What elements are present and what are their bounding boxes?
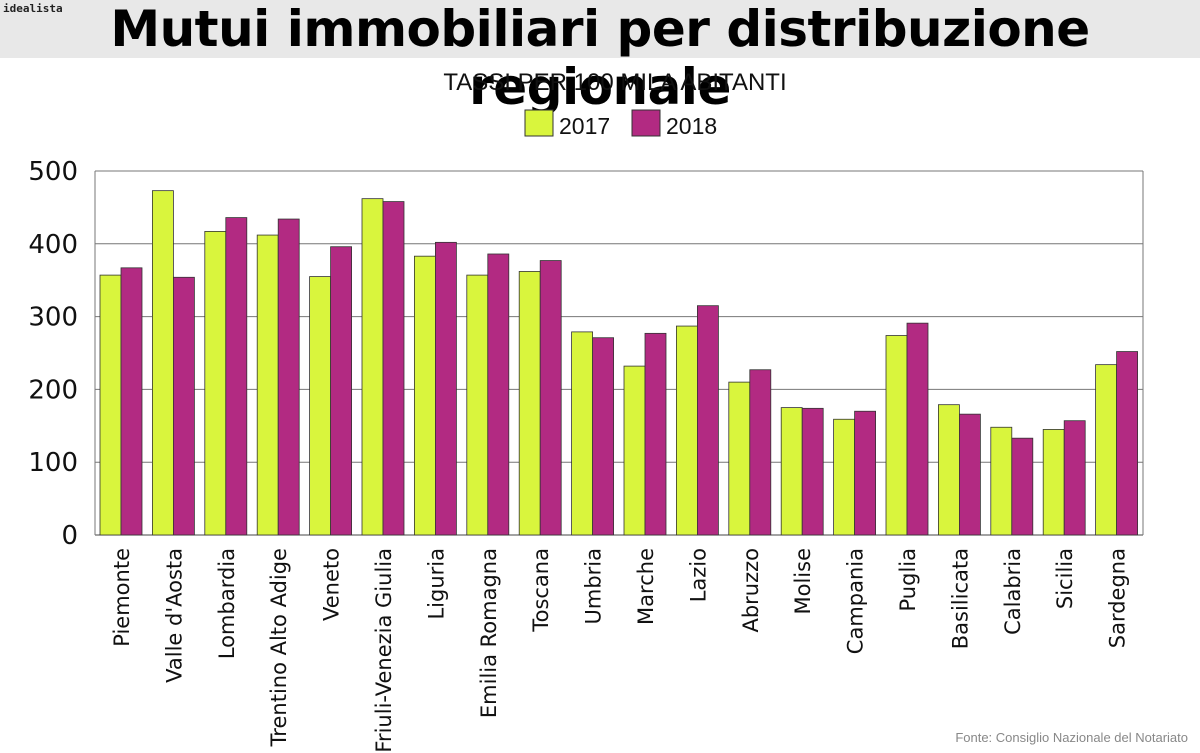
bar-2017	[309, 276, 332, 536]
source-note: Fonte: Consiglio Nazionale del Notariato	[955, 730, 1188, 745]
x-tick-label: Marche	[634, 548, 658, 625]
bar-2018	[1116, 351, 1138, 536]
legend: 2017 2018	[524, 109, 717, 139]
legend-label-2018: 2018	[666, 113, 717, 139]
x-tick-label: Toscana	[529, 548, 553, 633]
bar-2017	[518, 271, 541, 536]
bar-2017	[466, 274, 489, 536]
x-tick-label: Puglia	[896, 548, 920, 611]
bar-2017	[413, 255, 436, 536]
legend-swatch-2017	[524, 109, 554, 137]
bar-2017	[1095, 364, 1117, 536]
x-tick-label: Calabria	[1001, 548, 1025, 635]
bar-2018	[539, 260, 562, 536]
title-band	[0, 0, 1200, 58]
bar-2018	[697, 305, 719, 536]
bar-2018	[277, 218, 300, 536]
y-tick-label: 300	[28, 303, 78, 333]
y-tick-label: 200	[28, 375, 78, 405]
legend-label-2017: 2017	[559, 113, 610, 139]
bar-2018	[592, 337, 614, 536]
x-tick-label: Sardegna	[1106, 548, 1130, 648]
bar-2017	[885, 335, 908, 536]
bar-2018	[120, 267, 143, 536]
bar-2017	[571, 331, 593, 536]
bar-2017	[361, 198, 384, 536]
y-tick-label: 0	[61, 521, 78, 551]
x-tick-label: Trentino Alto Adige	[267, 548, 291, 747]
brand-logo: idealista	[3, 2, 63, 15]
x-tick-label: Liguria	[424, 548, 448, 620]
x-tick-label: Emilia Romagna	[477, 548, 501, 718]
bar-2017	[728, 381, 751, 536]
bar-2018	[644, 332, 667, 536]
bar-2018	[959, 413, 981, 536]
bar-2017	[99, 274, 122, 536]
x-tick-label: Veneto	[320, 548, 344, 621]
y-tick-label: 100	[28, 448, 78, 478]
bar-2017	[256, 234, 279, 536]
bar-2017	[938, 404, 960, 536]
bar-2017	[676, 325, 698, 536]
bar-2018	[330, 246, 353, 536]
bar-2018	[1011, 437, 1034, 536]
bar-2018	[172, 276, 195, 536]
x-tick-label: Abruzzo	[739, 548, 763, 633]
x-tick-label: Piemonte	[110, 548, 134, 647]
bar-2017	[780, 407, 803, 536]
x-tick-label: Umbria	[582, 548, 606, 625]
bar-2017	[623, 365, 646, 536]
bar-2018	[801, 407, 824, 536]
y-tick-label: 500	[28, 157, 78, 187]
bar-2018	[382, 201, 405, 536]
x-tick-label: Sicilia	[1053, 548, 1077, 609]
bar-2017	[204, 231, 227, 536]
bar-2018	[1063, 420, 1086, 536]
bar-2017	[833, 418, 855, 536]
legend-swatch-2018	[631, 109, 661, 137]
y-tick-label: 400	[28, 230, 78, 260]
bar-2017	[151, 190, 174, 536]
x-tick-label: Basilicata	[948, 548, 972, 649]
chart-subtitle: TASSI PER 100 MILA ABITANTI	[443, 69, 786, 96]
bar-2018	[225, 217, 248, 536]
x-tick-label: Valle d'Aosta	[162, 548, 186, 683]
bar-2018	[434, 241, 457, 536]
bar-2018	[906, 322, 929, 536]
x-tick-label: Friuli-Venezia Giulia	[372, 548, 396, 753]
bar-2017	[990, 426, 1013, 536]
x-tick-label: Lombardia	[215, 548, 239, 659]
bar-2018	[854, 410, 876, 536]
x-tick-label: Campania	[844, 548, 868, 654]
bar-2017	[1042, 429, 1065, 536]
x-tick-label: Lazio	[686, 548, 710, 602]
page-title: Mutui immobiliari per distribuzione regi…	[110, 0, 1090, 116]
bar-2018	[749, 369, 772, 536]
x-tick-label: Molise	[791, 548, 815, 615]
bar-2018	[487, 253, 510, 536]
